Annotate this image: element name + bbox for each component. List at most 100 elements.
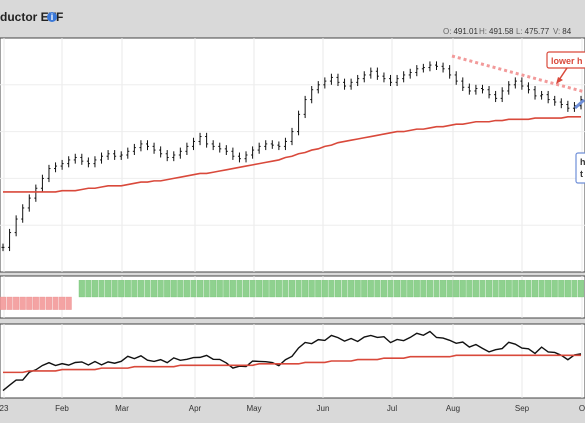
x-tick-label: Jul [387, 404, 397, 413]
indicator-bar [6, 296, 13, 310]
annotation-right-line2: t [580, 169, 583, 179]
indicator-bar [446, 280, 453, 298]
x-tick-label: Jun [317, 404, 330, 413]
annotation-lower-high: lower h [551, 56, 583, 66]
x-tick-label: Feb [55, 404, 69, 413]
indicator-bar [380, 280, 387, 298]
indicator-bar [571, 280, 578, 298]
indicator-bar [525, 280, 532, 298]
annotation-box-right [575, 152, 585, 184]
indicator-bar [387, 280, 394, 298]
info-icon[interactable]: i [47, 12, 57, 22]
x-tick-label: Sep [515, 404, 530, 413]
indicator-bar [65, 296, 72, 310]
indicator-bar [91, 280, 98, 298]
indicator-bar [466, 280, 473, 298]
indicator-bar [512, 280, 519, 298]
indicator-bar [124, 280, 131, 298]
indicator-bar [492, 280, 499, 298]
indicator-bar [321, 280, 328, 298]
indicator-bar [52, 296, 59, 310]
x-tick-label: May [246, 404, 261, 413]
annotation-arrow-blue [574, 98, 585, 110]
price-panel [0, 37, 585, 273]
indicator-bar [105, 280, 112, 298]
indicator-bar [137, 280, 144, 298]
indicator-bar [453, 280, 460, 298]
indicator-bar [262, 280, 269, 298]
indicator-bar [177, 280, 184, 298]
indicator-bar [157, 280, 164, 298]
chart-header: ductor ETF i O: 491.01 H: 491.58 L: 475.77 … [0, 0, 585, 38]
indicator-bar [308, 280, 315, 298]
indicator-bar [367, 280, 374, 298]
x-tick-label: Apr [189, 404, 202, 413]
indicator-bar [341, 280, 348, 298]
indicator-bar [518, 280, 525, 298]
indicator-bar [413, 280, 420, 298]
indicator-bar [210, 280, 217, 298]
indicator-bar [229, 280, 236, 298]
indicator-bar [170, 280, 177, 298]
annotation-box-lower-high [546, 51, 585, 69]
indicator-bar [328, 280, 335, 298]
indicator-bar [433, 280, 440, 298]
indicator-bar [85, 280, 92, 298]
indicator-bar [394, 280, 401, 298]
indicator-bar [164, 280, 171, 298]
indicator-bar [348, 280, 355, 298]
indicator-bar [282, 280, 289, 298]
indicator-bar [144, 280, 151, 298]
indicator-bar [361, 280, 368, 298]
indicator-bar [551, 280, 558, 298]
indicator-bar [459, 280, 466, 298]
indicator-bar [295, 280, 302, 298]
indicator-bar [486, 280, 493, 298]
indicator-bar [578, 280, 584, 298]
indicator-bar [118, 280, 125, 298]
indicator-bar [45, 296, 52, 310]
indicator-bar [216, 280, 223, 298]
indicator-bar [183, 280, 190, 298]
ratio-moving-average [3, 354, 581, 374]
indicator-bar [269, 280, 276, 298]
arrowhead-icon [556, 77, 563, 84]
indicator-bar [197, 280, 204, 298]
indicator-bar [256, 280, 263, 298]
x-tick-label: Aug [446, 404, 460, 413]
indicator-bar [374, 280, 381, 298]
indicator-bar [26, 296, 33, 310]
indicator-bar [78, 280, 85, 298]
indicator-bar [400, 280, 407, 298]
indicator-bar [13, 296, 20, 310]
indicator-bar [440, 280, 447, 298]
indicator-bar [505, 280, 512, 298]
ohlc-open: O: 491.01 [443, 27, 478, 36]
indicator-bar [223, 280, 230, 298]
trendline-lower-highs [451, 54, 585, 94]
indicator-bar [538, 280, 545, 298]
indicator-bar [545, 280, 552, 298]
indicator-bar [19, 296, 26, 310]
indicator-bar [249, 280, 256, 298]
indicator-bar [315, 280, 322, 298]
indicator-bar [354, 280, 361, 298]
annotation-right-line1: h [580, 157, 585, 167]
indicator-bar [32, 296, 39, 310]
x-tick-label: Mar [115, 404, 129, 413]
indicator-bar [98, 280, 105, 298]
indicator-bar [203, 280, 210, 298]
indicator-bar [151, 280, 158, 298]
ratio-panel [0, 323, 585, 399]
indicator-bar [0, 296, 6, 310]
x-tick-label: O [579, 404, 585, 413]
indicator-bar [289, 280, 295, 298]
indicator-bar [472, 280, 479, 298]
indicator-bar [236, 280, 243, 298]
indicator-bar [532, 280, 539, 298]
indicator-bar [558, 280, 565, 298]
indicator-bar [275, 280, 282, 298]
indicator-bar [426, 280, 433, 298]
